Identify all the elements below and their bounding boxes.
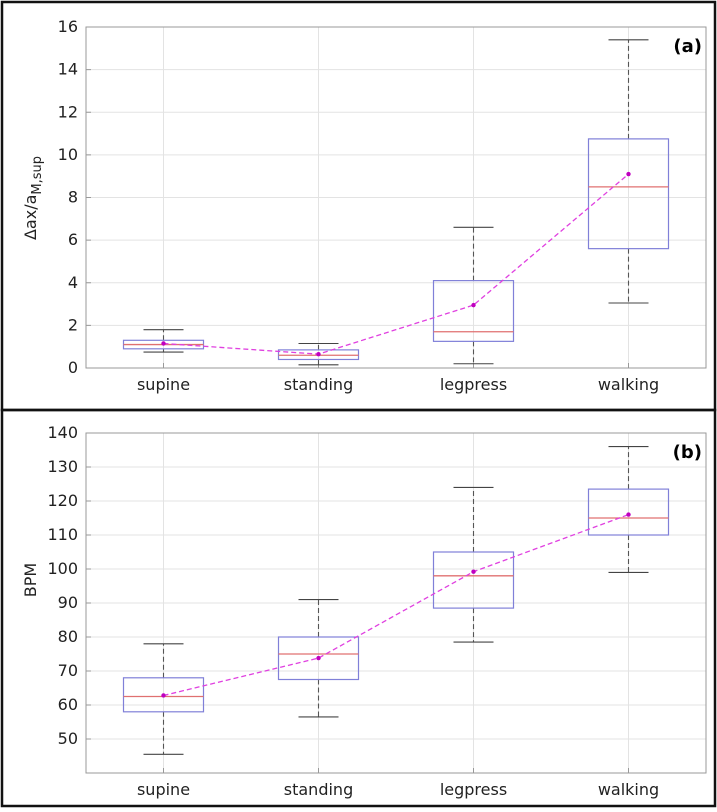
panel-a-ytick-label: 2 [68, 315, 78, 334]
panel-a-ytick-label: 10 [58, 145, 78, 164]
interquartile-box [587, 138, 670, 250]
panel-a-y-axis-label: Δax/aM,sup [21, 156, 45, 240]
panel-b-ytick-label: 130 [47, 457, 78, 476]
panel-b: 50 60 70 80 90 100 110 120 130 140 supine standing l… [21, 423, 707, 799]
panel-a-ytick-label: 14 [58, 60, 78, 79]
panel-a-mean-trend-line [163, 173, 629, 355]
panel-a-plot-border [85, 26, 707, 369]
panel-a-label: (a) [673, 36, 702, 57]
panel-b-mean-point-standing [316, 655, 321, 661]
panel-b-ytick-label: 100 [47, 559, 78, 578]
panel-b-xtick-label: standing [284, 780, 353, 799]
panel-b-ytick-label: 70 [58, 661, 78, 680]
panel-a-ytick-label: 16 [58, 17, 78, 36]
panel-b-y-axis-label: BPM [21, 563, 40, 597]
panel-b-frame [0, 408, 717, 808]
panel-b-mean-trend-line [163, 513, 629, 697]
panel-b-xtick-label: legpress [440, 780, 507, 799]
panel-a-y-axis-label-main: Δax/a [21, 195, 40, 240]
panel-b-ytick-label: 140 [47, 423, 78, 442]
panel-b-ytick-label: 120 [47, 491, 78, 510]
panel-a-mean-point-walking [626, 171, 631, 177]
interquartile-box [587, 488, 670, 536]
panel-b-ytick-label: 90 [58, 593, 78, 612]
panel-a-xtick-label: standing [284, 375, 353, 394]
interquartile-box [122, 677, 205, 713]
panel-a-mean-point-supine [161, 341, 166, 346]
panel-b-box-standing [277, 599, 360, 718]
panel-b-ytick-label: 50 [58, 729, 78, 748]
panel-b-xtick-label: supine [137, 780, 190, 799]
interquartile-box [432, 280, 515, 342]
panel-b-mean-point-supine [161, 693, 166, 698]
panel-b-ytick-label: 60 [58, 695, 78, 714]
panel-a-box-walking [587, 39, 670, 304]
panel-a-mean-point-standing [316, 351, 321, 357]
panel-b-mean-point-legpress [471, 569, 476, 574]
panel-a-box-legpress [432, 226, 515, 365]
panel-a-xtick-label: legpress [440, 375, 507, 394]
panel-a-ytick-label: 8 [68, 188, 78, 207]
interquartile-box [277, 636, 360, 681]
panel-a-ytick-label: 4 [68, 273, 78, 292]
panel-b-mean-point-walking [626, 512, 631, 517]
panel-a-mean-point-legpress [471, 302, 476, 308]
interquartile-box [432, 551, 515, 609]
panel-a-ytick-label: 6 [68, 230, 78, 249]
panel-b-box-legpress [432, 486, 515, 643]
panel-a-xtick-label: walking [598, 375, 659, 394]
panel-b-label: (b) [673, 442, 702, 463]
panel-b-y-axis-label-main: BPM [21, 563, 40, 597]
panel-b-xtick-label: walking [598, 780, 659, 799]
panel-b-ytick-label: 110 [47, 525, 78, 544]
panel-b-plot-border [85, 432, 707, 774]
panel-a: 0 2 4 6 8 10 12 14 16 supine standing legpress walki… [21, 17, 707, 394]
panel-a-y-axis-label-subscript: M,sup [30, 156, 45, 195]
panel-a-ytick-label: 0 [68, 358, 78, 377]
panel-b-box-walking [587, 446, 670, 573]
panel-a-ytick-label: 12 [58, 102, 78, 121]
panel-a-xtick-label: supine [137, 375, 190, 394]
panel-b-ytick-label: 80 [58, 627, 78, 646]
